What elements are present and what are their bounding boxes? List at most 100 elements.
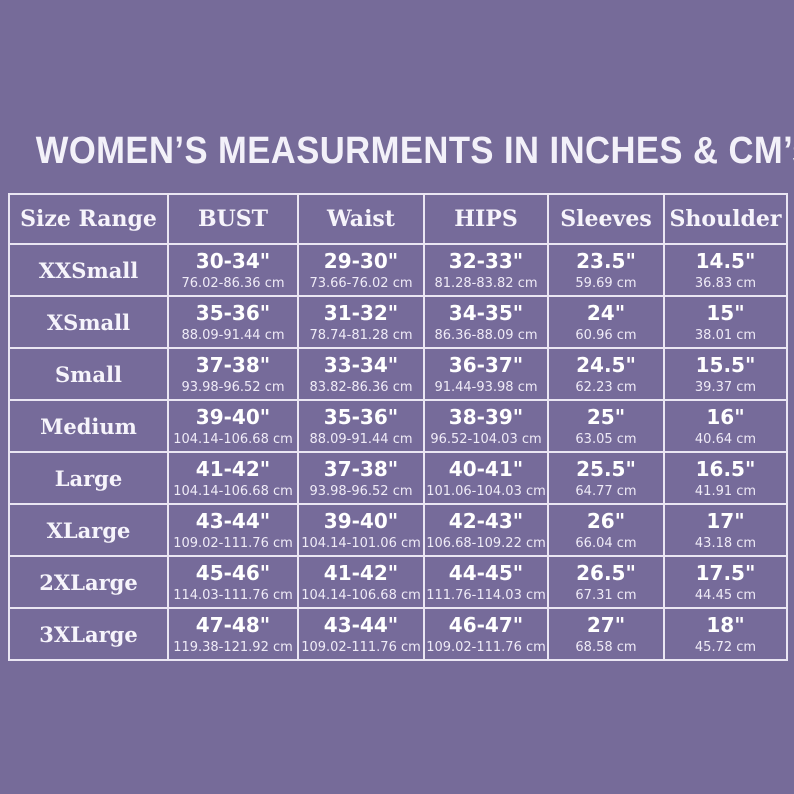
inches-value: 41-42" — [195, 457, 271, 481]
inches-value: 46-47" — [448, 613, 524, 637]
measurement-cell: 15.5" 39.37 cm — [663, 347, 788, 401]
measurement-cell: 17.5" 44.45 cm — [663, 555, 788, 609]
inches-value: 37-38" — [195, 353, 271, 377]
cm-value: 106.68-109.22 cm — [426, 536, 546, 551]
header-row: Size Range BUST Waist HIPS Sleeves Shoul… — [8, 193, 788, 245]
table-row: 2XLarge 45-46" 114.03-111.76 cm 41-42" 104.1… — [8, 555, 788, 609]
column-header-sleeves: Sleeves — [547, 193, 665, 245]
measurement-cell: 23.5" 59.69 cm — [547, 243, 665, 297]
size-label: Medium — [8, 399, 169, 453]
inches-value: 14.5" — [695, 249, 756, 273]
cm-value: 62.23 cm — [575, 380, 637, 395]
measurement-cell: 40-41" 101.06-104.03 cm — [423, 451, 549, 505]
measurement-cell: 29-30" 73.66-76.02 cm — [297, 243, 425, 297]
measurement-cell: 42-43" 106.68-109.22 cm — [423, 503, 549, 557]
measurement-cell: 17" 43.18 cm — [663, 503, 788, 557]
column-header-bust: BUST — [167, 193, 299, 245]
table-row: 3XLarge 47-48" 119.38-121.92 cm 43-44" 109.0… — [8, 607, 788, 661]
cm-value: 81.28-83.82 cm — [434, 276, 538, 291]
measurement-cell: 24" 60.96 cm — [547, 295, 665, 349]
measurement-cell: 25" 63.05 cm — [547, 399, 665, 453]
measurement-cell: 37-38" 93.98-96.52 cm — [167, 347, 299, 401]
cm-value: 38.01 cm — [694, 328, 757, 343]
cm-value: 40.64 cm — [694, 432, 757, 447]
cm-value: 109.02-111.76 cm — [173, 536, 293, 551]
measurement-cell: 25.5" 64.77 cm — [547, 451, 665, 505]
cm-value: 101.06-104.03 cm — [426, 484, 546, 499]
size-label: 2XLarge — [8, 555, 169, 609]
cm-value: 109.02-111.76 cm — [301, 640, 421, 655]
inches-value: 45-46" — [195, 561, 271, 585]
inches-value: 41-42" — [323, 561, 399, 585]
cm-value: 36.83 cm — [694, 276, 757, 291]
table-row: XLarge 43-44" 109.02-111.76 cm 39-40" 104.14… — [8, 503, 788, 557]
cm-value: 67.31 cm — [575, 588, 637, 603]
cm-value: 93.98-96.52 cm — [309, 484, 413, 499]
measurement-cell: 34-35" 86.36-88.09 cm — [423, 295, 549, 349]
table-row: Small 37-38" 93.98-96.52 cm 33-34" 83.82-86.… — [8, 347, 788, 401]
inches-value: 30-34" — [195, 249, 271, 273]
cm-value: 86.36-88.09 cm — [434, 328, 538, 343]
measurement-cell: 45-46" 114.03-111.76 cm — [167, 555, 299, 609]
measurement-cell: 16" 40.64 cm — [663, 399, 788, 453]
table-row: Large 41-42" 104.14-106.68 cm 37-38" 93.98-9… — [8, 451, 788, 505]
measurement-cell: 14.5" 36.83 cm — [663, 243, 788, 297]
inches-value: 29-30" — [323, 249, 399, 273]
cm-value: 64.77 cm — [575, 484, 637, 499]
cm-value: 104.14-106.68 cm — [301, 588, 421, 603]
cm-value: 76.02-86.36 cm — [181, 276, 285, 291]
page-title: WOMEN’S MEASURMENTS IN INCHES & CM’s — [35, 130, 794, 172]
column-header-shoulder: Shoulder — [663, 193, 788, 245]
inches-value: 39-40" — [323, 509, 399, 533]
cm-value: 41.91 cm — [694, 484, 757, 499]
inches-value: 16" — [706, 405, 745, 429]
inches-value: 36-37" — [448, 353, 524, 377]
cm-value: 93.98-96.52 cm — [181, 380, 285, 395]
measurement-cell: 35-36" 88.09-91.44 cm — [167, 295, 299, 349]
inches-value: 26.5" — [576, 561, 636, 585]
table-row: XSmall 35-36" 88.09-91.44 cm 31-32" 78.74-81… — [8, 295, 788, 349]
measurement-cell: 24.5" 62.23 cm — [547, 347, 665, 401]
table-row: Medium 39-40" 104.14-106.68 cm 35-36" 88.09-… — [8, 399, 788, 453]
inches-value: 44-45" — [448, 561, 524, 585]
inches-value: 25.5" — [576, 457, 636, 481]
measurement-cell: 43-44" 109.02-111.76 cm — [297, 607, 425, 661]
inches-value: 33-34" — [323, 353, 399, 377]
cm-value: 83.82-86.36 cm — [309, 380, 413, 395]
inches-value: 17" — [706, 509, 745, 533]
measurement-cell: 39-40" 104.14-101.06 cm — [297, 503, 425, 557]
cm-value: 59.69 cm — [575, 276, 637, 291]
measurement-cell: 31-32" 78.74-81.28 cm — [297, 295, 425, 349]
inches-value: 40-41" — [448, 457, 524, 481]
cm-value: 45.72 cm — [694, 640, 757, 655]
cm-value: 114.03-111.76 cm — [173, 588, 293, 603]
measurement-cell: 38-39" 96.52-104.03 cm — [423, 399, 549, 453]
cm-value: 88.09-91.44 cm — [181, 328, 285, 343]
inches-value: 38-39" — [448, 405, 524, 429]
size-label: Large — [8, 451, 169, 505]
column-header-size-range: Size Range — [8, 193, 169, 245]
cm-value: 68.58 cm — [575, 640, 637, 655]
size-label: XLarge — [8, 503, 169, 557]
table-row: XXSmall 30-34" 76.02-86.36 cm 29-30" 73.66-7… — [8, 243, 788, 297]
size-label: XSmall — [8, 295, 169, 349]
cm-value: 111.76-114.03 cm — [426, 588, 546, 603]
inches-value: 37-38" — [323, 457, 399, 481]
cm-value: 60.96 cm — [575, 328, 637, 343]
cm-value: 66.04 cm — [575, 536, 637, 551]
measurement-cell: 47-48" 119.38-121.92 cm — [167, 607, 299, 661]
cm-value: 88.09-91.44 cm — [309, 432, 413, 447]
measurement-cell: 37-38" 93.98-96.52 cm — [297, 451, 425, 505]
measurement-cell: 46-47" 109.02-111.76 cm — [423, 607, 549, 661]
inches-value: 17.5" — [695, 561, 756, 585]
inches-value: 15" — [706, 301, 745, 325]
inches-value: 18" — [706, 613, 745, 637]
inches-value: 31-32" — [323, 301, 399, 325]
measurement-cell: 26" 66.04 cm — [547, 503, 665, 557]
cm-value: 96.52-104.03 cm — [430, 432, 542, 447]
cm-value: 44.45 cm — [694, 588, 757, 603]
cm-value: 63.05 cm — [575, 432, 637, 447]
measurement-cell: 41-42" 104.14-106.68 cm — [167, 451, 299, 505]
measurement-cell: 32-33" 81.28-83.82 cm — [423, 243, 549, 297]
inches-value: 26" — [586, 509, 626, 533]
